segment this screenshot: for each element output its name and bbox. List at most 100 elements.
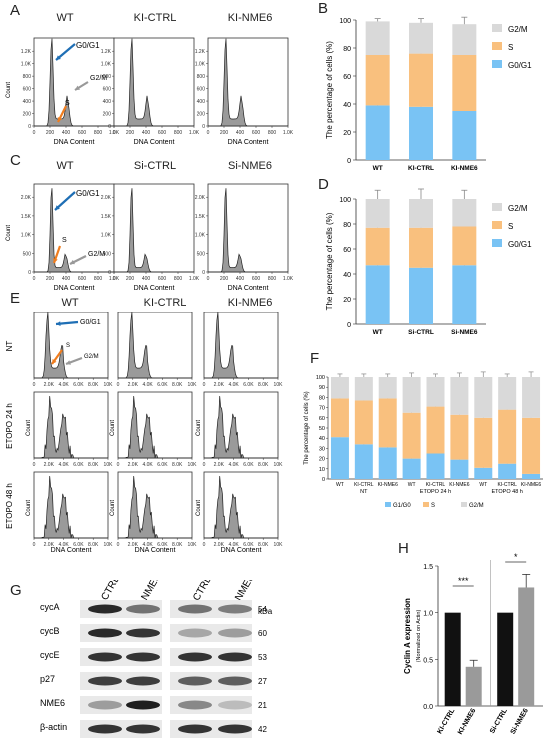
- bar-segment: [402, 377, 421, 413]
- bar-segment: [378, 447, 397, 479]
- y-axis-sublabel: (Normalized on Actin): [416, 610, 422, 663]
- legend-swatch: [492, 239, 502, 247]
- x-tick-label: 1.0K: [189, 276, 200, 282]
- legend-swatch: [492, 24, 502, 32]
- category-label: Si-NME6: [451, 329, 478, 336]
- blot-band: [88, 676, 122, 686]
- annotation-g2m: G2/M: [90, 75, 107, 82]
- blot-band: [178, 604, 212, 614]
- y-tick-label: 1.5K: [101, 214, 112, 220]
- y-tick-label: 70: [319, 406, 325, 412]
- histogram-curve: [118, 395, 192, 459]
- bar-segment: [426, 453, 445, 479]
- histogram-curve: [204, 475, 278, 539]
- protein-label: p27: [40, 674, 55, 684]
- bar-segment: [452, 55, 477, 111]
- y-tick-label: 1.0K: [21, 62, 32, 68]
- category-label: Si-CTRL: [408, 329, 434, 336]
- y-tick-label: 0: [347, 158, 351, 165]
- column-title: KI-NME6: [227, 12, 273, 24]
- panel-g-letter: G: [10, 582, 22, 599]
- x-tick-label: 400: [236, 130, 245, 136]
- kda-value: 42: [258, 725, 267, 734]
- x-tick-label: 200: [220, 276, 229, 282]
- panel-b-letter: B: [318, 0, 329, 17]
- y-tick-label: 2.0K: [101, 195, 112, 201]
- x-tick-label: 10K: [274, 382, 284, 388]
- y-tick-label: 600: [103, 87, 112, 93]
- panel-f-letter: F: [310, 350, 320, 367]
- x-tick-label: 8.0K: [258, 542, 269, 548]
- blot-band: [126, 652, 160, 662]
- x-tick-label: 6.0K: [157, 542, 168, 548]
- y-tick-label: 0: [322, 477, 325, 483]
- y-tick-label: 400: [103, 99, 112, 105]
- x-tick-label: 6.0K: [157, 382, 168, 388]
- column-title: Si-CTRL: [133, 160, 177, 172]
- y-tick-label: 1.2K: [195, 49, 206, 55]
- x-tick-label: 200: [126, 276, 135, 282]
- y-tick-label: 100: [316, 375, 325, 381]
- legend-swatch: [492, 221, 502, 229]
- y-tick-label: 800: [103, 74, 112, 80]
- x-tick-label: 2.0K: [44, 382, 55, 388]
- y-tick-label: 1.2K: [21, 49, 32, 55]
- y-tick-label: 40: [319, 436, 325, 442]
- y-axis-label: Count: [196, 500, 202, 516]
- blot-band: [218, 724, 252, 734]
- x-tick-label: 1.0K: [283, 130, 294, 136]
- y-tick-label: 1.0K: [101, 233, 112, 239]
- category-label: KI-NME6: [521, 482, 542, 488]
- y-tick-label: 500: [103, 251, 112, 257]
- x-tick-label: 4.0K: [142, 382, 153, 388]
- bar-segment: [354, 400, 373, 445]
- bar-segment: [452, 24, 477, 55]
- y-tick-label: 0.5: [423, 657, 433, 664]
- column-title: Si-NME6: [227, 160, 272, 172]
- bar-segment: [522, 377, 541, 418]
- bar-segment: [365, 227, 390, 266]
- y-tick-label: 1.0K: [101, 62, 112, 68]
- y-tick-label: 20: [343, 297, 351, 304]
- bar-segment: [354, 377, 373, 401]
- blot-band: [218, 628, 252, 638]
- blot-band: [88, 604, 122, 614]
- kda-value: 53: [258, 653, 267, 662]
- x-axis-label: DNA Content: [221, 547, 262, 554]
- x-tick-label: 10K: [188, 382, 198, 388]
- legend-label: G0/G1: [508, 240, 532, 249]
- bar-segment: [409, 53, 433, 107]
- arrow-g0g1-head: [55, 205, 60, 210]
- bar: [444, 612, 461, 706]
- bar-segment: [409, 106, 433, 160]
- x-tick-label: 200: [220, 130, 229, 136]
- protein-label: cycE: [40, 650, 60, 660]
- arrow-s-head: [57, 117, 63, 122]
- kda-value: 21: [258, 701, 267, 710]
- histogram-curve: [34, 188, 114, 273]
- x-tick-label: 6.0K: [73, 462, 84, 468]
- y-tick-label: 200: [197, 112, 206, 118]
- x-tick-label: 0: [33, 462, 36, 468]
- category-label: WT: [373, 329, 383, 336]
- category-label: KI-NME6: [378, 482, 399, 488]
- x-tick-label: 4.0K: [58, 382, 69, 388]
- bar-segment: [378, 398, 397, 448]
- bar-segment: [522, 417, 541, 474]
- category-label: KI-CTRL: [408, 165, 434, 172]
- y-tick-label: 20: [343, 130, 351, 137]
- y-tick-label: 1.5: [423, 564, 433, 571]
- x-tick-label: 6.0K: [243, 382, 254, 388]
- y-tick-label: 0: [108, 270, 111, 276]
- kda-value: 54: [258, 605, 267, 614]
- x-tick-label: 600: [158, 130, 167, 136]
- y-tick-label: 0: [347, 322, 351, 329]
- blot-band: [178, 676, 212, 686]
- y-tick-label: 30: [319, 446, 325, 452]
- x-axis-label: DNA Content: [54, 139, 95, 146]
- blot-band: [88, 628, 122, 638]
- column-title: KI-CTRL: [143, 297, 187, 309]
- bar-segment: [409, 199, 433, 228]
- blot-band: [126, 628, 160, 638]
- kda-unit-label: kDa: [258, 607, 273, 616]
